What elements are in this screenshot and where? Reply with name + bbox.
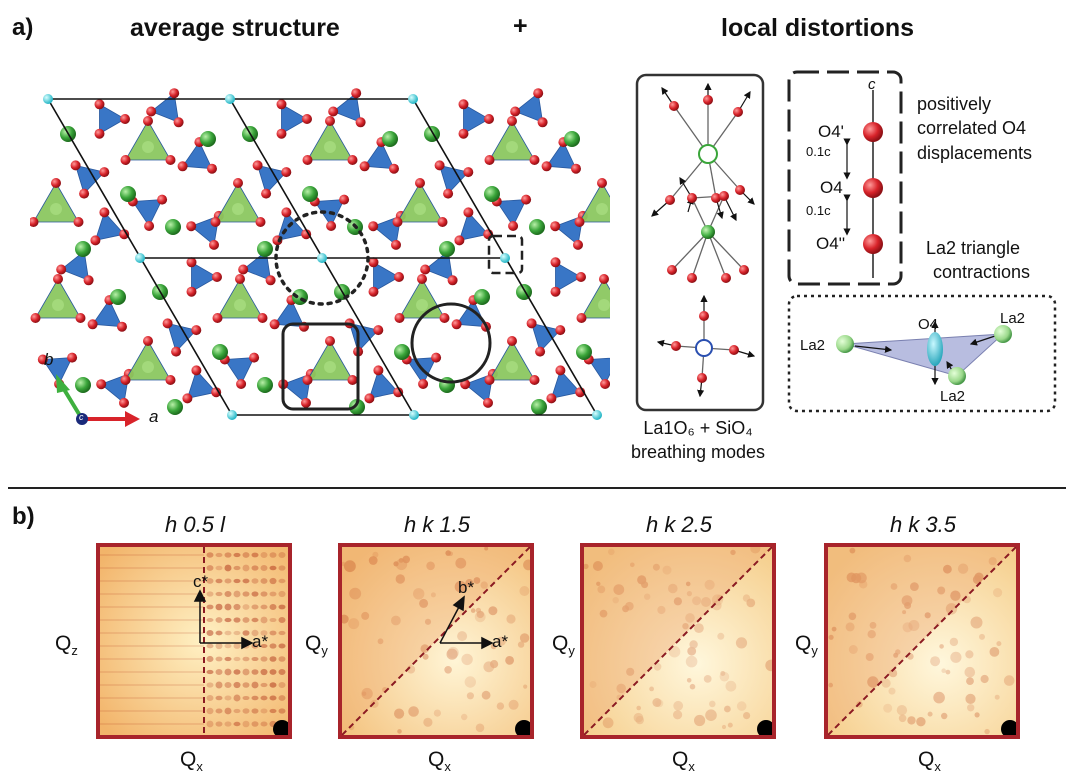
o4-desc-line2: correlated O4	[917, 118, 1027, 138]
local-distortions-title: local distortions	[721, 14, 915, 42]
plus-sign: +	[513, 12, 528, 40]
map-title-4: h k 3.5	[889, 512, 957, 537]
axis-c-label: c	[79, 412, 84, 422]
crystal-structure-illustration	[30, 88, 610, 427]
map-xlabel-2: Qx	[428, 748, 451, 775]
o4-desc-line3: displacements	[917, 143, 1033, 163]
diffuse-map-4	[824, 543, 1020, 739]
panel-a-label: a)	[12, 14, 34, 41]
map-title-1: h 0.5 l	[165, 512, 225, 537]
la2-triangle-box	[787, 294, 1057, 413]
map-title-2: h k 1.5	[403, 512, 471, 537]
o4-double-prime-label: O4''	[816, 234, 846, 253]
map-ylabel-3: Qy	[552, 632, 575, 659]
map2-vec-b: b*	[458, 578, 475, 597]
panel-b-label: b)	[12, 503, 35, 530]
axis-a-label: a	[149, 407, 159, 426]
breathing-label-line1: La1O₆ + SiO₄	[643, 418, 753, 438]
map2-vectors	[439, 595, 494, 650]
panel-divider	[8, 487, 1066, 489]
map-xlabel-4: Qx	[918, 748, 941, 775]
o4-desc-line1: positively	[917, 94, 992, 114]
map-ylabel-2: Qy	[305, 632, 328, 659]
la2-bottom-label: La2	[940, 388, 966, 405]
spacing-label-1: 0.1c	[806, 144, 831, 159]
map-title-3: h k 2.5	[645, 512, 713, 537]
breathing-modes-box	[635, 73, 765, 412]
diffuse-map-1	[96, 543, 292, 739]
la2-title-line2: contractions	[933, 262, 1031, 282]
average-structure-title: average structure	[130, 14, 340, 42]
o4-prime-label: O4'	[818, 122, 844, 141]
axis-b-label: b	[44, 350, 54, 369]
la2-title-line1: La2 triangle	[926, 238, 1021, 258]
map1-vec-a: a*	[252, 632, 269, 651]
la2-right-label: La2	[1000, 310, 1026, 327]
o4-triangle-label: O4	[918, 316, 939, 333]
diffuse-map-3	[580, 543, 776, 739]
map-ylabel-1: Qz	[55, 632, 78, 659]
map-ylabel-4: Qy	[795, 632, 818, 659]
map-xlabel-3: Qx	[672, 748, 695, 775]
map1-vec-c: c*	[193, 572, 209, 591]
diffuse-map-2	[338, 543, 534, 739]
la2-left-label: La2	[800, 337, 826, 354]
breathing-label-line2: breathing modes	[630, 442, 766, 462]
map1-vectors	[193, 589, 254, 650]
spacing-label-2: 0.1c	[806, 203, 831, 218]
map-xlabel-1: Qx	[180, 748, 203, 775]
o4-displacement-box	[787, 70, 903, 286]
map2-vec-a: a*	[492, 632, 509, 651]
o4-label: O4	[820, 178, 843, 197]
o4-c-axis-label: c	[868, 76, 876, 93]
